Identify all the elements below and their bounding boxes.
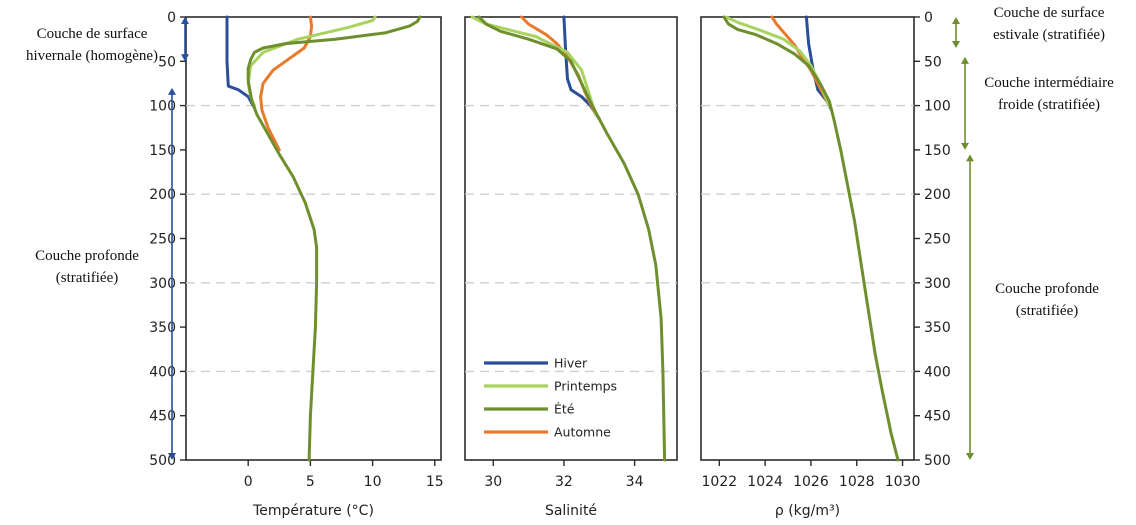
x-tick-label: 15	[426, 474, 444, 490]
panel-frame	[700, 16, 915, 461]
annotation-arrow-head-down	[181, 54, 189, 62]
legend-entry: Printemps	[484, 379, 617, 394]
legend: Hiver Printemps Été Automne	[484, 356, 617, 440]
annotation-text: Couche de surface hivernale (homogène)	[26, 26, 158, 64]
x-axis-label: Salinité	[545, 503, 597, 519]
annotation-text: Couche de surface estivale (stratifiée)	[993, 5, 1105, 43]
y-tick-label-right: 450	[924, 409, 951, 425]
x-tick-label: 34	[626, 474, 644, 490]
x-tick-label: 0	[244, 474, 253, 490]
series-line-temperature	[225, 15, 255, 108]
x-tick-label: 1026	[793, 474, 829, 490]
panel-salinity: 30 32 34 Salinité	[464, 15, 678, 519]
annotation-right-3: Couche intermédiaire froide (stratifiée)	[961, 56, 1114, 150]
depth-axes: 0 0 50 50 100 100 150 150 200 200 250 250 300 300 350 3…	[149, 10, 950, 469]
y-tick-label-left: 300	[149, 276, 176, 292]
annotation-right-4: Couche profonde (stratifiée)	[966, 154, 1099, 460]
annotation-text-line: (stratifiée)	[56, 270, 118, 286]
x-axis-label: ρ (kg/m³)	[775, 503, 840, 519]
panel-temperature: 0 5 10 15 Température (°C)	[185, 15, 444, 519]
legend-label: Automne	[554, 425, 611, 440]
series-line-temperature	[246, 15, 422, 462]
y-tick-label-left: 450	[149, 409, 176, 425]
legend-entry: Hiver	[484, 356, 588, 371]
x-tick-label: 1022	[702, 474, 738, 490]
annotation-text-line: Couche de surface	[994, 5, 1105, 21]
annotation-text-line: hivernale (homogène)	[26, 48, 158, 64]
y-tick-label-left: 100	[149, 99, 176, 115]
x-tick-label: 5	[306, 474, 315, 490]
legend-label: Hiver	[554, 356, 588, 371]
y-tick-label-left: 0	[167, 10, 176, 26]
annotation-text-line: Couche profonde	[35, 248, 139, 264]
y-tick-label-right: 500	[924, 453, 951, 469]
annotation-text-line: Couche profonde	[995, 281, 1099, 297]
y-tick-label-right: 400	[924, 364, 951, 380]
profile-panels: 0 5 10 15 Température (°C) 30 32 34 Salinité 1022…	[185, 15, 921, 519]
y-tick-label-right: 50	[924, 54, 942, 70]
y-tick-label-right: 100	[924, 99, 951, 115]
panel-frame	[185, 16, 442, 461]
annotation-arrow-head-up	[961, 56, 969, 64]
annotation-arrow-head-up	[181, 17, 189, 24]
series-line-salinity	[477, 15, 667, 462]
layer-annotations: Couche de surface hivernale (homogène)Cou…	[26, 5, 1114, 460]
annotation-text-line: Couche intermédiaire	[984, 75, 1114, 91]
y-tick-label-right: 350	[924, 320, 951, 336]
annotation-arrow-head-up	[952, 17, 960, 24]
annotation-text-line: Couche de surface	[37, 26, 148, 42]
x-tick-label: 10	[364, 474, 382, 490]
annotation-text-line: (stratifiée)	[1016, 303, 1078, 319]
series-line-density	[722, 15, 900, 462]
panel-density: 1022 1024 1026 1028 1030 ρ (kg/m³)	[700, 15, 921, 519]
y-tick-label-left: 200	[149, 187, 176, 203]
y-tick-label-right: 0	[924, 10, 933, 26]
x-tick-label: 1024	[747, 474, 783, 490]
annotation-left-0: Couche de surface hivernale (homogène)	[26, 17, 189, 64]
y-tick-label-left: 500	[149, 453, 176, 469]
annotation-text-line: froide (stratifiée)	[998, 97, 1100, 113]
series-line-temperature	[259, 15, 314, 152]
annotation-text: Couche intermédiaire froide (stratifiée)	[984, 75, 1114, 113]
y-tick-label-right: 150	[924, 143, 951, 159]
legend-label: Printemps	[554, 379, 617, 394]
x-tick-label: 30	[484, 474, 502, 490]
y-tick-label-right: 200	[924, 187, 951, 203]
annotation-arrow-head-down	[952, 41, 960, 49]
x-tick-label: 32	[555, 474, 573, 490]
legend-entry: Automne	[484, 425, 611, 440]
annotation-right-2: Couche de surface estivale (stratifiée)	[952, 5, 1105, 49]
annotation-left-1: Couche profonde (stratifiée)	[35, 87, 176, 460]
annotation-arrow-head-down	[966, 453, 974, 460]
y-tick-label-right: 250	[924, 232, 951, 248]
panel-frame	[464, 16, 678, 461]
x-axis-label: Température (°C)	[252, 503, 374, 519]
y-tick-label-left: 50	[158, 54, 176, 70]
annotation-text: Couche profonde (stratifiée)	[995, 281, 1099, 319]
x-tick-label: 1028	[839, 474, 875, 490]
y-tick-label-left: 250	[149, 232, 176, 248]
annotation-arrow-head-down	[961, 142, 969, 150]
y-tick-label-left: 350	[149, 320, 176, 336]
x-tick-label: 1030	[885, 474, 921, 490]
annotation-arrow-head-up	[168, 87, 176, 95]
annotation-text-line: estivale (stratifiée)	[993, 27, 1105, 43]
legend-entry: Été	[484, 402, 575, 417]
y-tick-label-left: 150	[149, 143, 176, 159]
legend-label: Été	[554, 402, 575, 417]
annotation-arrow-head-up	[966, 154, 974, 162]
y-tick-label-left: 400	[149, 364, 176, 380]
y-tick-label-right: 300	[924, 276, 951, 292]
annotation-arrow-head-down	[168, 453, 176, 460]
annotation-text: Couche profonde (stratifiée)	[35, 248, 139, 286]
